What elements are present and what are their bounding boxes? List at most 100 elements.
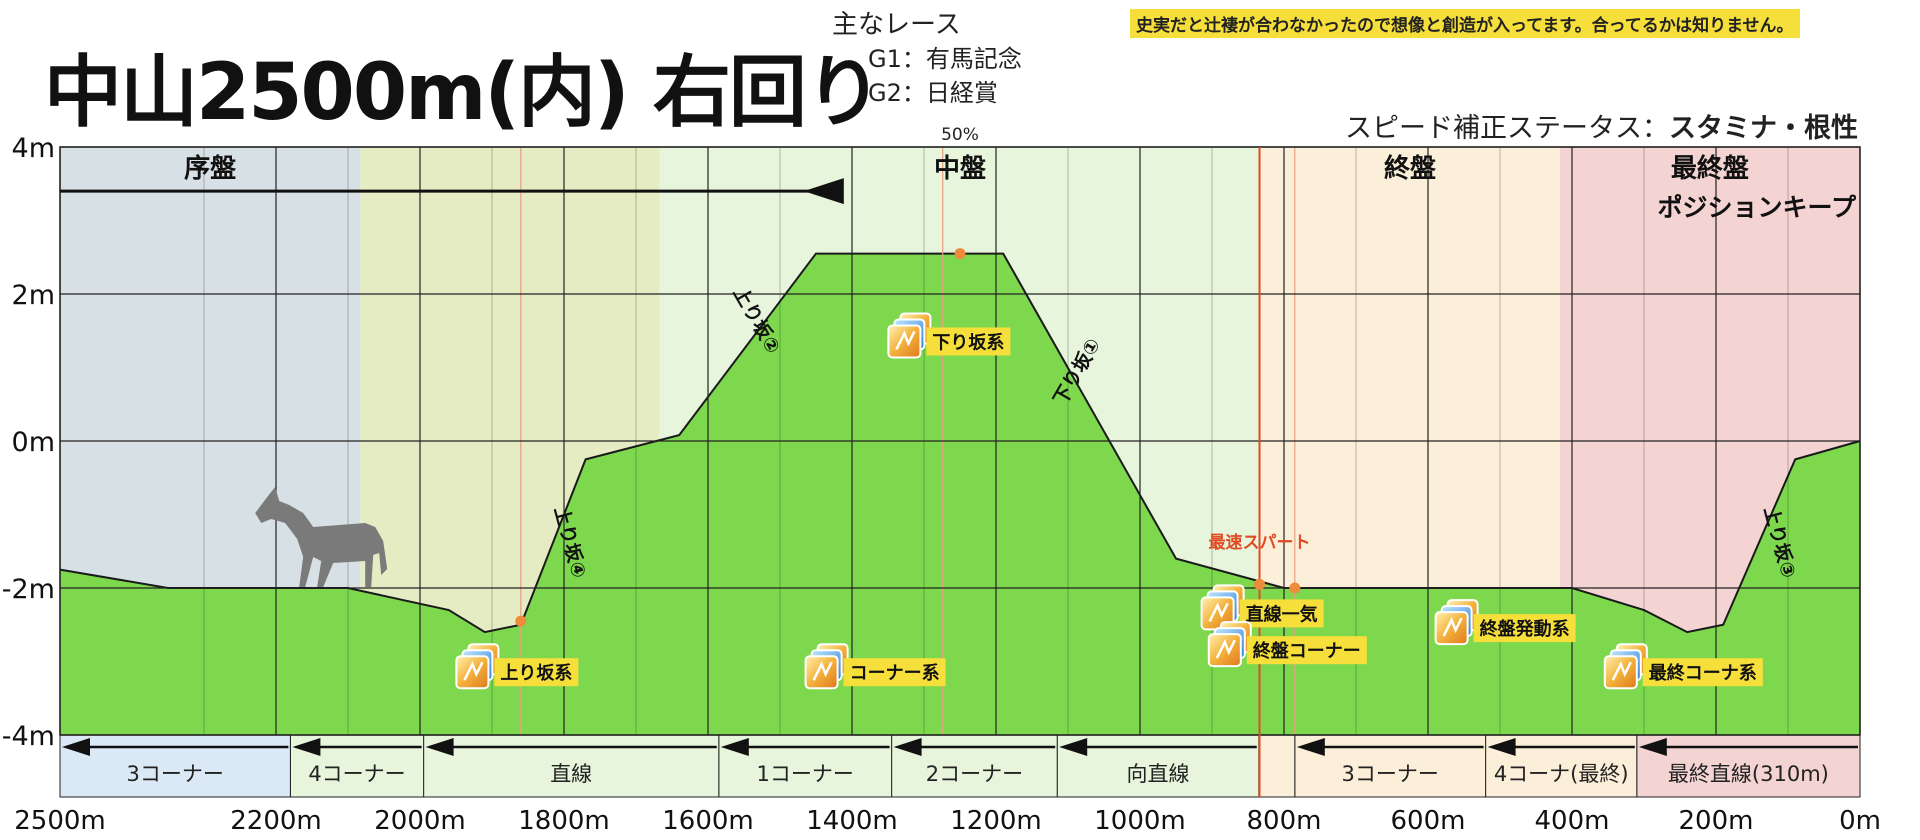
x-tick-label: 0m bbox=[1839, 806, 1881, 836]
section-cell bbox=[1258, 734, 1296, 798]
skill-hint: 直線一気 bbox=[1200, 584, 1324, 631]
race-g2: G2：日経賞 bbox=[868, 79, 998, 107]
skill-hint-icon bbox=[455, 655, 490, 690]
x-tick-label: 2500m bbox=[14, 806, 106, 836]
horse-silhouette-icon bbox=[255, 487, 388, 587]
skill-label-bg bbox=[926, 327, 1011, 356]
skill-label: 上り坂系 bbox=[500, 663, 572, 684]
skill-hint: 終盤コーナー bbox=[1207, 621, 1367, 668]
horse-body bbox=[255, 487, 388, 587]
skill-hint-icon bbox=[463, 661, 484, 681]
x-tick-label: 2000m bbox=[374, 806, 466, 836]
midpoint-label: 50% bbox=[941, 125, 979, 145]
skill-label-bg bbox=[1473, 614, 1576, 643]
x-tick-label: 1600m bbox=[662, 806, 754, 836]
x-tick-label: 1000m bbox=[1094, 806, 1186, 836]
skill-hint: 上り坂系 bbox=[455, 643, 579, 690]
y-tick-label: -4m bbox=[2, 721, 55, 752]
skill-hint: 最終コーナ系 bbox=[1603, 643, 1763, 690]
status-value: スタミナ・根性 bbox=[1669, 113, 1858, 144]
marker-point bbox=[515, 615, 527, 627]
skill-hint: 下り坂系 bbox=[887, 312, 1011, 359]
main-races: 主なレース G1：有馬記念 G2：日経賞 bbox=[832, 8, 1022, 110]
section-cell bbox=[423, 734, 720, 798]
section-arrow-head bbox=[720, 738, 749, 756]
skill-hint-icon bbox=[804, 655, 839, 690]
y-tick-label: -2m bbox=[2, 574, 55, 605]
elevation-line bbox=[59, 252, 1861, 634]
section-arrow-head bbox=[893, 738, 922, 756]
x-tick-label: 1200m bbox=[950, 806, 1042, 836]
section-arrow-head bbox=[1487, 738, 1516, 756]
skill-hint: 終盤発動系 bbox=[1434, 599, 1576, 646]
phase-label: 中盤 bbox=[934, 154, 987, 184]
marker-point bbox=[1289, 582, 1301, 594]
y-tick-label: 2m bbox=[12, 280, 55, 311]
skill-hint-icon bbox=[1611, 661, 1632, 681]
x-tick-label: 1400m bbox=[806, 806, 898, 836]
x-tick-label: 200m bbox=[1679, 806, 1754, 836]
section-label: 最終直線(310m) bbox=[1668, 762, 1829, 786]
skill-label: コーナー系 bbox=[850, 663, 940, 684]
skill-hint-icon bbox=[887, 324, 922, 359]
section-cell bbox=[59, 734, 291, 798]
section-label: 直線 bbox=[550, 762, 592, 786]
marker-point bbox=[954, 248, 966, 260]
section-label: 4コーナ(最終) bbox=[1494, 762, 1629, 786]
skill-label: 最終コーナ系 bbox=[1649, 662, 1757, 684]
x-tick-label: 600m bbox=[1391, 806, 1466, 836]
skill-hint-icon bbox=[895, 330, 916, 351]
status-label: スピード補正ステータス： bbox=[1345, 113, 1669, 144]
phase-label: 終盤 bbox=[1384, 153, 1437, 184]
skill-hint-icon bbox=[1215, 639, 1236, 659]
section-label: 2コーナー bbox=[926, 762, 1023, 786]
race-g1: G1：有馬記念 bbox=[868, 45, 1022, 73]
section-arrow-head bbox=[1638, 738, 1667, 756]
section-label: 1コーナー bbox=[757, 762, 854, 786]
y-tick-label: 4m bbox=[12, 133, 55, 164]
skill-hint-icon bbox=[1207, 633, 1242, 668]
section-arrow-head bbox=[292, 738, 321, 756]
skill-hint-icon bbox=[1442, 617, 1463, 637]
skill-hint-icon bbox=[1434, 611, 1469, 646]
skill-hint: コーナー系 bbox=[804, 643, 946, 690]
section-arrow-head bbox=[62, 738, 90, 756]
phase-label: 序盤 bbox=[184, 153, 237, 184]
x-tick-label: 400m bbox=[1535, 806, 1610, 836]
skill-label-bg bbox=[843, 658, 946, 687]
skill-label-bg bbox=[1246, 636, 1367, 665]
section-label: 4コーナー bbox=[308, 762, 405, 786]
spurt-label: 最速スパート bbox=[1209, 532, 1311, 553]
skill-label-bg bbox=[1642, 658, 1763, 687]
x-tick-label: 2200m bbox=[230, 806, 322, 836]
skill-label-bg bbox=[494, 658, 579, 687]
section-arrow-head bbox=[1296, 738, 1325, 756]
skill-label: 下り坂系 bbox=[932, 332, 1004, 353]
marker-point bbox=[1254, 578, 1266, 590]
skill-label-bg bbox=[1239, 599, 1324, 628]
plot-frame bbox=[59, 146, 1861, 736]
skill-hint-icon bbox=[1603, 655, 1638, 690]
page-title: 中山2500m(内) 右回り bbox=[44, 48, 883, 138]
skill-label: 直線一気 bbox=[1246, 603, 1318, 625]
ground-area bbox=[60, 253, 1860, 735]
section-arrow-head bbox=[1059, 738, 1088, 756]
skill-label: 終盤発動系 bbox=[1480, 618, 1570, 640]
skill-hint-icon bbox=[1208, 602, 1229, 622]
position-keep-label: ポジションキープ bbox=[1657, 193, 1857, 222]
section-cell bbox=[1294, 734, 1487, 798]
phase-label: 最終盤 bbox=[1671, 153, 1750, 184]
x-tick-label: 800m bbox=[1247, 806, 1322, 836]
section-label: 3コーナー bbox=[127, 762, 224, 786]
speed-status: スピード補正ステータス：スタミナ・根性 bbox=[1345, 106, 1858, 145]
main-races-label: 主なレース bbox=[832, 10, 961, 40]
section-label: 3コーナー bbox=[1342, 762, 1439, 786]
y-tick-label: 0m bbox=[12, 427, 55, 458]
skill-label: 終盤コーナー bbox=[1253, 640, 1361, 662]
x-tick-label: 1800m bbox=[518, 806, 610, 836]
disclaimer-note: 史実だと辻褄が合わなかったので想像と創造が入ってます。合ってるかは知りません。 bbox=[1130, 9, 1800, 38]
position-keep-arrow bbox=[803, 178, 844, 205]
skill-hint-icon bbox=[812, 661, 833, 681]
section-label: 向直線 bbox=[1127, 762, 1190, 786]
